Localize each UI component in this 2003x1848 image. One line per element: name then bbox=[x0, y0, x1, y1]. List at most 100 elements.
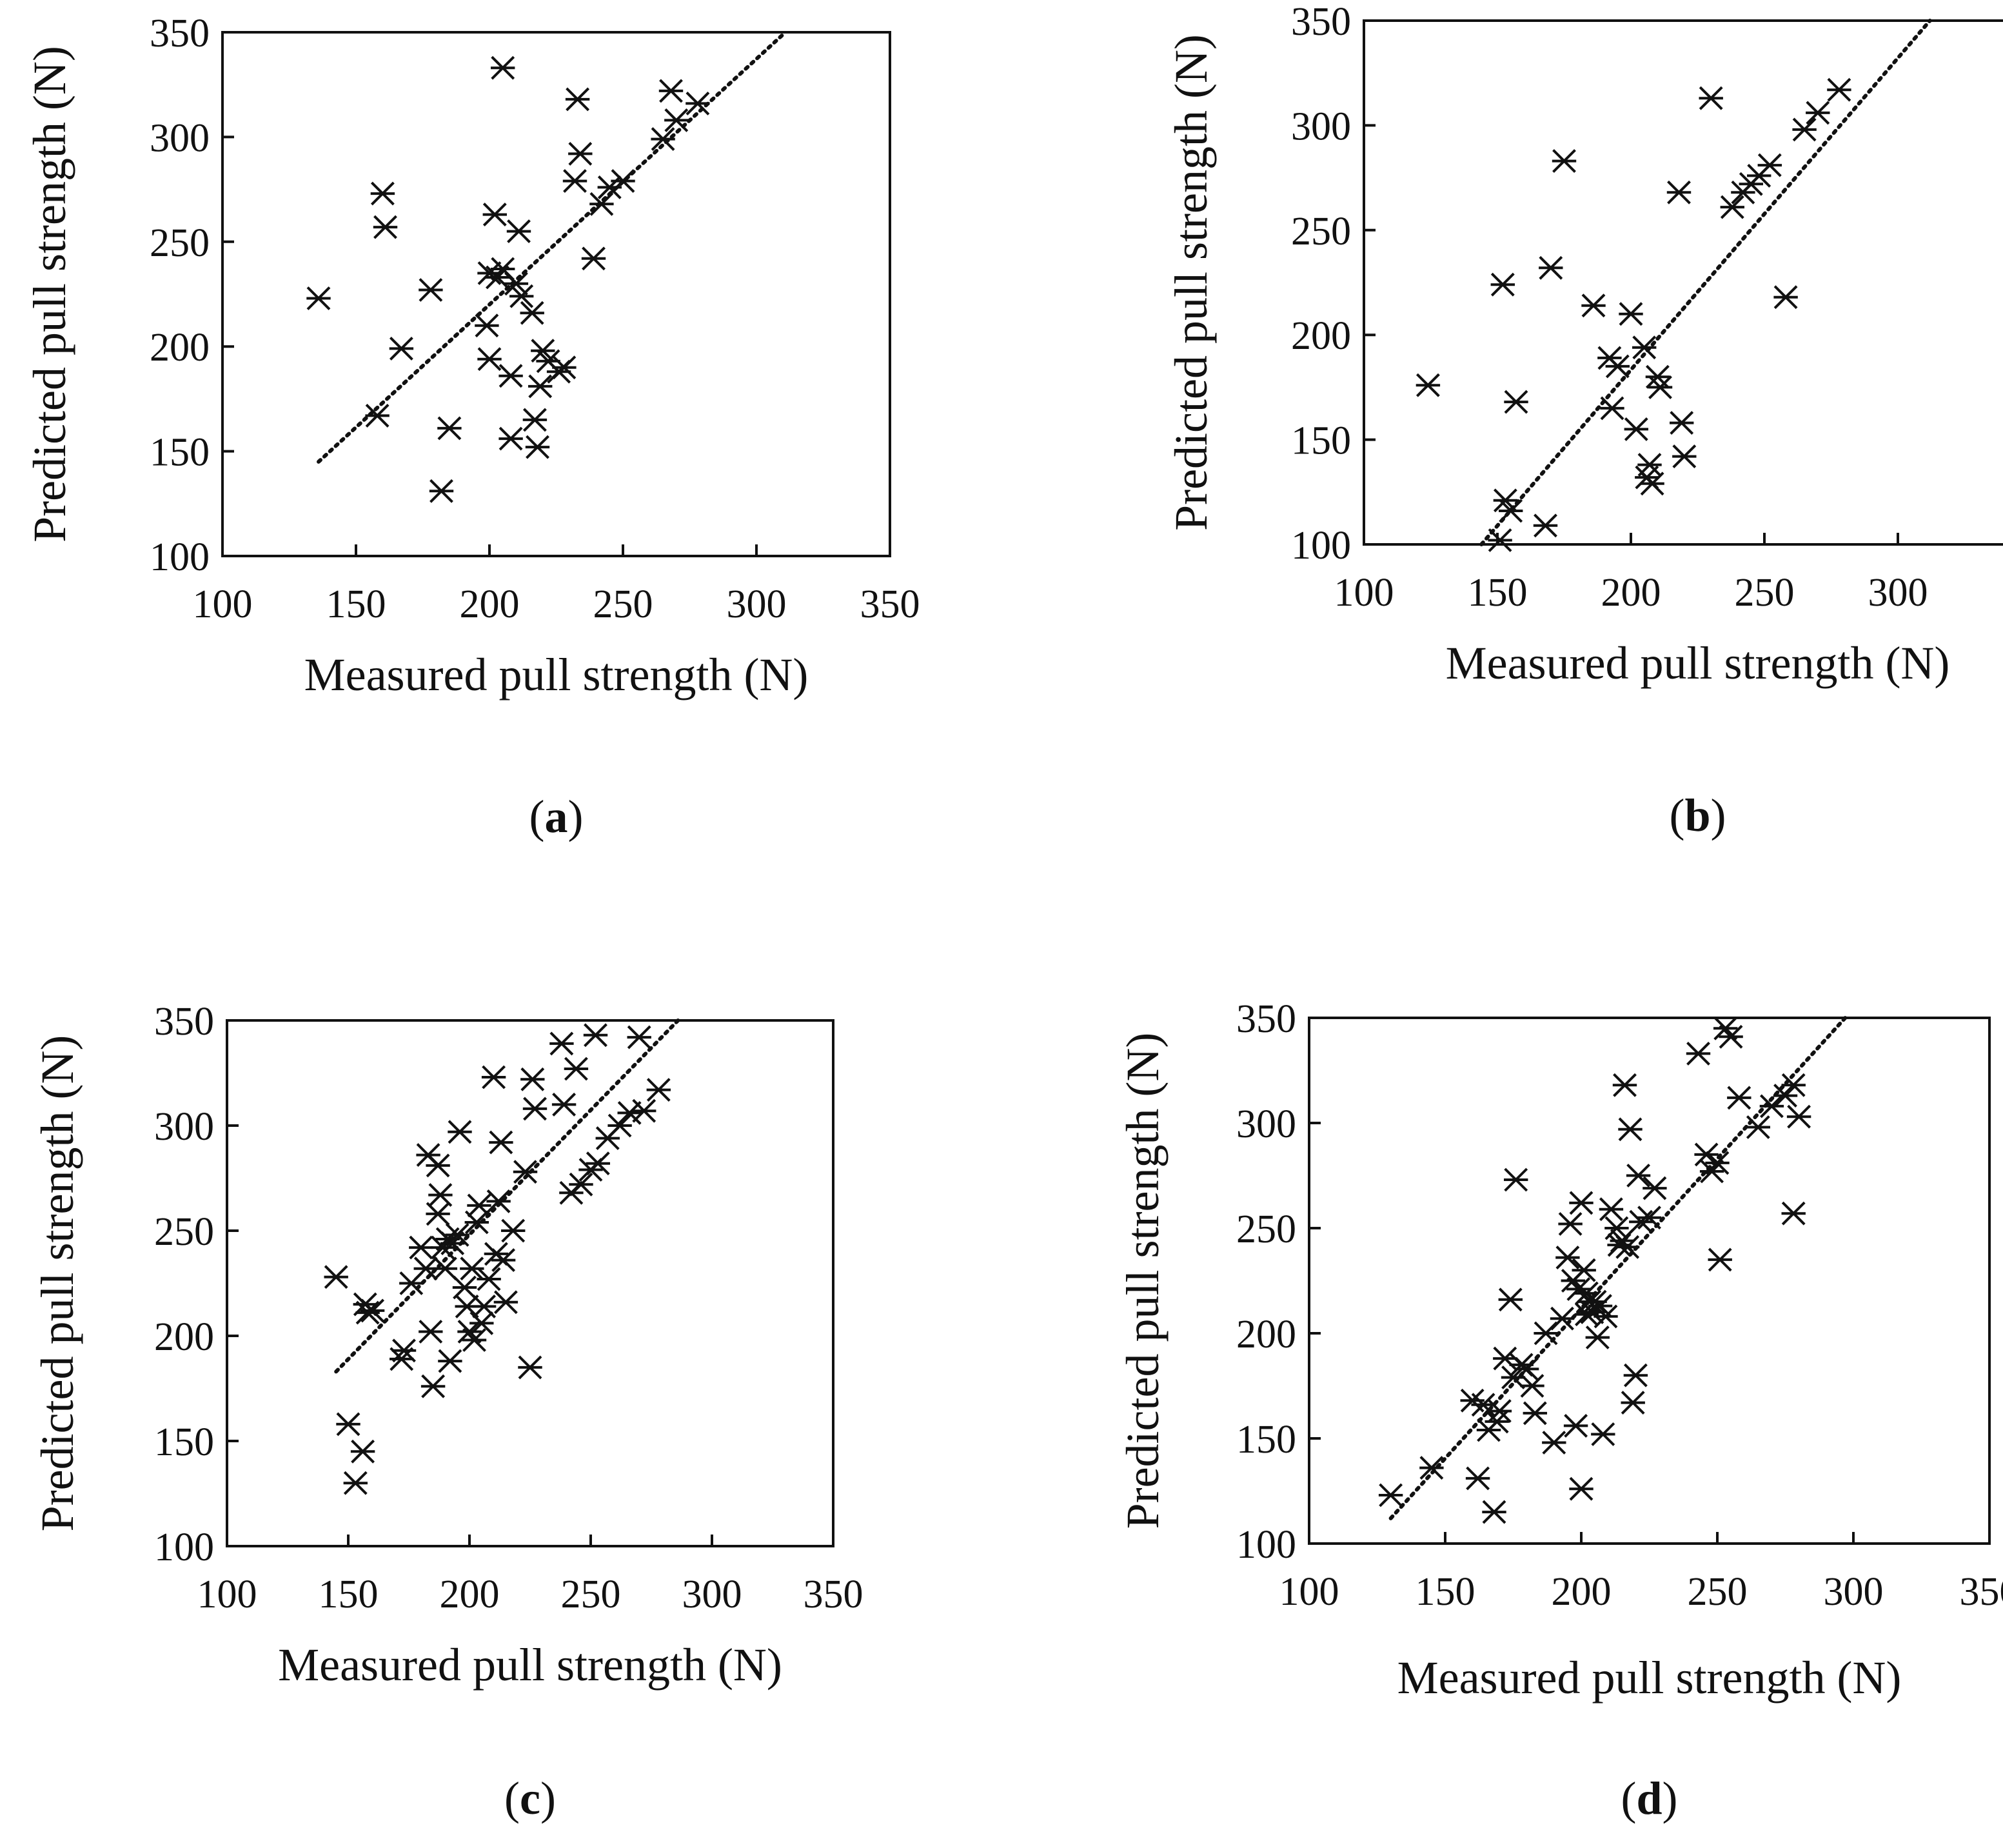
data-point bbox=[1746, 1115, 1770, 1139]
plot-frame bbox=[221, 31, 891, 557]
caption-close: ) bbox=[1711, 790, 1726, 841]
data-point bbox=[491, 55, 515, 80]
data-point bbox=[1624, 417, 1648, 441]
data-point bbox=[522, 1097, 548, 1121]
data-point bbox=[420, 1374, 446, 1398]
data-point bbox=[501, 1218, 526, 1243]
x-tick-label: 150 bbox=[319, 1573, 379, 1616]
y-tick-label: 150 bbox=[150, 431, 210, 475]
data-point bbox=[429, 479, 454, 503]
x-tick-label: 200 bbox=[1552, 1570, 1612, 1614]
data-point bbox=[391, 1338, 417, 1363]
data-point bbox=[1773, 285, 1798, 310]
data-point bbox=[551, 1092, 577, 1117]
data-point bbox=[1499, 499, 1523, 523]
caption-open: ( bbox=[504, 1773, 520, 1824]
data-point bbox=[419, 278, 443, 302]
data-point bbox=[493, 1290, 518, 1315]
x-tick-label: 150 bbox=[1468, 571, 1528, 615]
caption-label: b bbox=[1684, 790, 1710, 841]
panel-a: 100 150 200 250 300 350 100 150 200 250 300 350 Meas… bbox=[24, 12, 920, 842]
data-point bbox=[306, 286, 331, 310]
y-tick-label: 250 bbox=[1236, 1207, 1296, 1251]
data-point bbox=[549, 1031, 574, 1056]
data-point bbox=[520, 301, 544, 325]
x-axis-title: Measured pull strength (N) bbox=[1446, 637, 1950, 689]
data-point bbox=[1666, 180, 1692, 204]
y-tick-label: 100 bbox=[1236, 1523, 1296, 1567]
data-point bbox=[438, 1349, 462, 1373]
data-point bbox=[565, 87, 590, 112]
data-point bbox=[462, 1328, 487, 1352]
data-point bbox=[1504, 1167, 1528, 1192]
data-point bbox=[1487, 1399, 1512, 1424]
data-point bbox=[460, 1257, 484, 1281]
data-point bbox=[1643, 1176, 1667, 1200]
y-tick-label: 200 bbox=[150, 326, 210, 370]
y-tick-label: 300 bbox=[150, 116, 210, 160]
data-point bbox=[568, 141, 593, 166]
data-point bbox=[589, 192, 614, 216]
x-tick-label: 300 bbox=[1824, 1570, 1884, 1614]
data-point bbox=[426, 1153, 450, 1178]
data-point bbox=[1563, 1413, 1588, 1438]
data-point bbox=[1618, 1117, 1643, 1142]
data-point bbox=[324, 1265, 348, 1289]
data-point bbox=[1572, 1258, 1596, 1282]
data-point bbox=[1514, 1356, 1539, 1381]
x-tick-label: 250 bbox=[1688, 1570, 1748, 1614]
data-point bbox=[509, 284, 534, 308]
data-point bbox=[586, 1151, 610, 1176]
data-point bbox=[365, 403, 390, 428]
data-point bbox=[522, 408, 548, 432]
x-tick-label: 350 bbox=[2002, 571, 2003, 615]
x-tick-label: 200 bbox=[1601, 571, 1661, 615]
x-tick-label: 100 bbox=[193, 582, 253, 626]
x-tick-label: 350 bbox=[860, 582, 920, 626]
data-point bbox=[617, 1100, 642, 1125]
data-point bbox=[1670, 411, 1694, 435]
y-tick-label: 200 bbox=[154, 1315, 214, 1359]
data-point bbox=[1781, 1073, 1806, 1097]
trendline bbox=[1479, 19, 1932, 546]
plot-frame bbox=[1363, 19, 2003, 546]
y-tick-label: 150 bbox=[1236, 1418, 1296, 1462]
y-tick-label: 350 bbox=[150, 12, 210, 55]
y-axis-title: Predicted pull strength (N) bbox=[1165, 34, 1217, 531]
x-axis-title: Measured pull strength (N) bbox=[304, 649, 809, 700]
data-point bbox=[1504, 390, 1528, 414]
data-point bbox=[1637, 453, 1662, 477]
data-point bbox=[486, 1189, 511, 1213]
data-point bbox=[360, 1298, 385, 1323]
x-tick-label: 300 bbox=[1868, 571, 1928, 615]
data-point bbox=[525, 435, 550, 459]
data-point bbox=[1719, 1024, 1743, 1049]
caption-open: ( bbox=[529, 791, 545, 842]
data-point bbox=[426, 1202, 450, 1226]
caption-label: d bbox=[1636, 1773, 1662, 1824]
data-point bbox=[1708, 1247, 1732, 1272]
data-point bbox=[373, 215, 398, 239]
data-point bbox=[1619, 302, 1643, 326]
data-point bbox=[1419, 1456, 1444, 1480]
data-point bbox=[475, 313, 499, 338]
data-point bbox=[569, 1172, 593, 1197]
data-point bbox=[1542, 1431, 1566, 1455]
trendline bbox=[1388, 1016, 1848, 1520]
x-tick-label: 300 bbox=[727, 582, 787, 626]
data-point bbox=[370, 181, 395, 206]
trendline bbox=[334, 1018, 680, 1374]
panel-caption: (c) bbox=[504, 1773, 556, 1824]
y-tick-label: 150 bbox=[1291, 419, 1351, 463]
x-tick-label: 250 bbox=[1735, 571, 1795, 615]
data-point bbox=[1605, 354, 1630, 379]
data-point bbox=[481, 1065, 506, 1089]
data-point bbox=[498, 364, 523, 388]
data-point bbox=[1727, 1086, 1751, 1110]
data-point bbox=[1581, 293, 1606, 318]
data-point bbox=[1637, 1206, 1662, 1230]
data-point bbox=[1615, 1235, 1640, 1259]
data-point bbox=[1550, 1306, 1575, 1331]
data-point bbox=[658, 79, 684, 103]
data-point bbox=[651, 127, 675, 152]
